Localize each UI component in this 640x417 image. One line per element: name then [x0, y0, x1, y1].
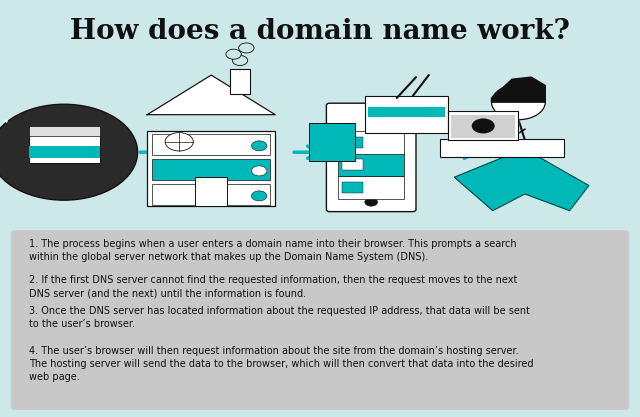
FancyBboxPatch shape [152, 183, 270, 205]
FancyBboxPatch shape [308, 123, 355, 161]
Text: 1. The process begins when a user enters a domain name into their browser. This : 1. The process begins when a user enters… [29, 239, 517, 262]
FancyBboxPatch shape [29, 146, 100, 158]
FancyBboxPatch shape [147, 131, 275, 206]
FancyBboxPatch shape [29, 126, 100, 163]
Polygon shape [147, 75, 275, 115]
FancyBboxPatch shape [11, 230, 629, 410]
FancyBboxPatch shape [368, 107, 445, 117]
FancyBboxPatch shape [342, 182, 363, 193]
FancyBboxPatch shape [230, 69, 250, 94]
FancyBboxPatch shape [342, 137, 363, 148]
Polygon shape [454, 156, 589, 211]
FancyBboxPatch shape [152, 158, 270, 180]
Text: 2. If the first DNS server cannot find the requested information, then the reque: 2. If the first DNS server cannot find t… [29, 275, 518, 298]
Circle shape [365, 198, 378, 206]
Text: 3. Once the DNS server has located information about the requested IP address, t: 3. Once the DNS server has located infor… [29, 306, 531, 329]
Text: 4. The user’s browser will then request information about the site from the doma: 4. The user’s browser will then request … [29, 346, 534, 382]
FancyBboxPatch shape [29, 126, 100, 136]
FancyBboxPatch shape [338, 153, 404, 176]
FancyBboxPatch shape [440, 139, 564, 157]
FancyBboxPatch shape [451, 115, 515, 138]
FancyBboxPatch shape [326, 103, 416, 212]
Text: How does a domain name work?: How does a domain name work? [70, 18, 570, 45]
Circle shape [252, 191, 267, 201]
FancyBboxPatch shape [365, 96, 448, 133]
FancyBboxPatch shape [342, 158, 363, 170]
FancyBboxPatch shape [338, 176, 404, 199]
Circle shape [232, 55, 248, 65]
Polygon shape [492, 77, 545, 102]
Circle shape [252, 166, 267, 176]
FancyBboxPatch shape [152, 133, 270, 155]
Circle shape [226, 49, 241, 59]
Circle shape [492, 85, 545, 120]
Circle shape [239, 43, 254, 53]
Circle shape [165, 133, 193, 151]
Circle shape [472, 118, 495, 133]
Polygon shape [448, 111, 518, 140]
Circle shape [252, 141, 267, 151]
FancyBboxPatch shape [195, 177, 227, 206]
Text: *: * [4, 118, 9, 128]
FancyBboxPatch shape [338, 131, 404, 154]
Circle shape [0, 104, 138, 200]
